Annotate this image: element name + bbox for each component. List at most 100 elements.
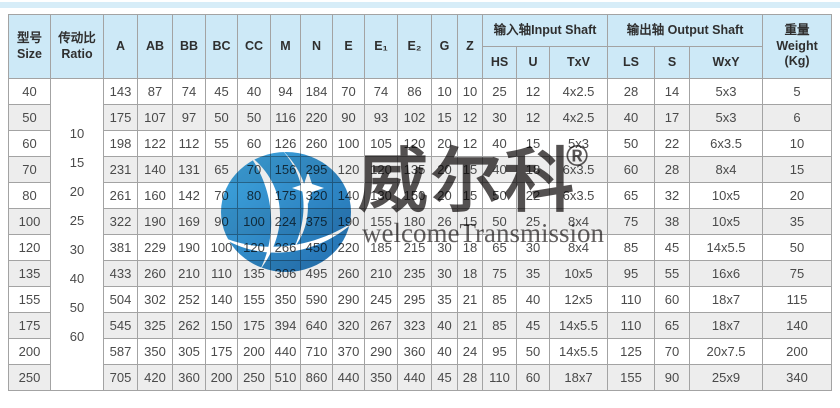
value-cell: 90 <box>332 104 365 131</box>
value-cell: 320 <box>300 182 333 209</box>
value-cell: 125 <box>607 338 656 365</box>
value-cell: 45 <box>431 364 458 391</box>
value-cell: 175 <box>103 104 138 131</box>
ratio-value: 15 <box>69 154 85 170</box>
value-cell: 86 <box>397 78 432 105</box>
value-cell: 8x4 <box>548 234 609 261</box>
value-cell: 70 <box>654 338 691 365</box>
value-cell: 4x2.5 <box>548 104 609 131</box>
value-cell: 102 <box>397 104 432 131</box>
col-header-size-en: Size <box>16 46 42 61</box>
value-cell: 30 <box>516 234 550 261</box>
value-cell: 50 <box>762 234 833 261</box>
value-cell: 14x5.5 <box>548 312 609 339</box>
value-cell: 40 <box>482 156 517 183</box>
value-cell: 504 <box>103 286 138 313</box>
col-header-S: S <box>654 46 691 79</box>
col-header-CC: CC <box>237 14 271 79</box>
col-header-AB: AB <box>137 14 173 79</box>
value-cell: 295 <box>397 286 432 313</box>
table-row: 120 381 229 190 100 120 266 450 220 185 215 30 18 65 3… <box>8 234 833 261</box>
value-cell: 175 <box>237 312 271 339</box>
value-cell: 65 <box>205 156 238 183</box>
value-cell: 150 <box>397 182 432 209</box>
col-header-M: M <box>270 14 301 79</box>
value-cell: 267 <box>364 312 398 339</box>
value-cell: 185 <box>364 234 398 261</box>
value-cell: 18 <box>457 234 483 261</box>
value-cell: 18 <box>457 260 483 287</box>
col-header-ratio-zh: 传动比 <box>58 30 96 45</box>
value-cell: 65 <box>654 312 691 339</box>
value-cell: 120 <box>397 130 432 157</box>
size-cell: 50 <box>8 104 51 131</box>
table-row: 100 322 190 169 90 100 224 375 190 155 180 26 15 50 25… <box>8 208 833 235</box>
value-cell: 94 <box>270 78 301 105</box>
value-cell: 10x5 <box>548 260 609 287</box>
value-cell: 5x3 <box>689 78 764 105</box>
ratio-value: 50 <box>69 299 85 315</box>
value-cell: 74 <box>172 78 206 105</box>
value-cell: 169 <box>172 208 206 235</box>
value-cell: 70 <box>237 156 271 183</box>
value-cell: 155 <box>237 286 271 313</box>
size-cell: 100 <box>8 208 51 235</box>
value-cell: 140 <box>137 156 173 183</box>
value-cell: 30 <box>482 104 517 131</box>
value-cell: 25x9 <box>689 364 764 391</box>
value-cell: 70 <box>205 182 238 209</box>
value-cell: 45 <box>516 312 550 339</box>
spec-table-header: 型号 Size 传动比 Ratio A AB BB BC CC M N E E₁… <box>8 14 833 79</box>
value-cell: 302 <box>137 286 173 313</box>
value-cell: 35 <box>516 260 550 287</box>
value-cell: 75 <box>482 260 517 287</box>
value-cell: 18x7 <box>548 364 609 391</box>
value-cell: 100 <box>237 208 271 235</box>
value-cell: 10 <box>431 78 458 105</box>
value-cell: 85 <box>482 286 517 313</box>
value-cell: 45 <box>205 78 238 105</box>
value-cell: 40 <box>516 286 550 313</box>
col-header-TxV: TxV <box>548 46 609 79</box>
value-cell: 110 <box>607 286 656 313</box>
value-cell: 95 <box>607 260 656 287</box>
value-cell: 20x7.5 <box>689 338 764 365</box>
col-header-size: 型号 Size <box>8 14 51 79</box>
table-row: 60 198 122 112 55 60 126 260 100 105 120 20 12 40 15 5x… <box>8 130 833 157</box>
group-header-input-shaft: 输入轴Input Shaft <box>481 14 609 47</box>
value-cell: 175 <box>270 182 301 209</box>
ratio-value: 60 <box>69 328 85 344</box>
value-cell: 45 <box>654 234 691 261</box>
ratio-value: 25 <box>69 212 85 228</box>
value-cell: 70 <box>332 78 365 105</box>
col-header-E: E <box>332 14 365 79</box>
value-cell: 5x3 <box>548 130 609 157</box>
value-cell: 28 <box>654 156 691 183</box>
value-cell: 55 <box>654 260 691 287</box>
value-cell: 261 <box>103 182 138 209</box>
value-cell: 156 <box>270 156 301 183</box>
value-cell: 440 <box>332 364 365 391</box>
table-row: 40 10 15 20 25 30 40 50 60 143 87 74 45 40 94 184 70 74 86… <box>8 78 833 391</box>
value-cell: 40 <box>237 78 271 105</box>
value-cell: 21 <box>457 286 483 313</box>
value-cell: 295 <box>300 156 333 183</box>
value-cell: 85 <box>607 234 656 261</box>
value-cell: 30 <box>431 260 458 287</box>
value-cell: 260 <box>332 260 365 287</box>
value-cell: 126 <box>270 130 301 157</box>
col-header-ratio-en: Ratio <box>61 46 93 61</box>
ratio-values-cell: 10 15 20 25 30 40 50 60 <box>50 78 104 391</box>
value-cell: 20 <box>762 182 833 209</box>
table-row: 80 261 160 142 70 80 175 320 140 130 150 20 15 50 22 6x… <box>8 182 833 209</box>
value-cell: 30 <box>431 234 458 261</box>
col-header-weight-en: Weight <box>776 38 818 53</box>
value-cell: 100 <box>332 130 365 157</box>
value-cell: 50 <box>205 104 238 131</box>
size-cell: 250 <box>8 364 51 391</box>
value-cell: 860 <box>300 364 333 391</box>
value-cell: 15 <box>457 156 483 183</box>
value-cell: 260 <box>300 130 333 157</box>
value-cell: 190 <box>332 208 365 235</box>
value-cell: 14x5.5 <box>548 338 609 365</box>
